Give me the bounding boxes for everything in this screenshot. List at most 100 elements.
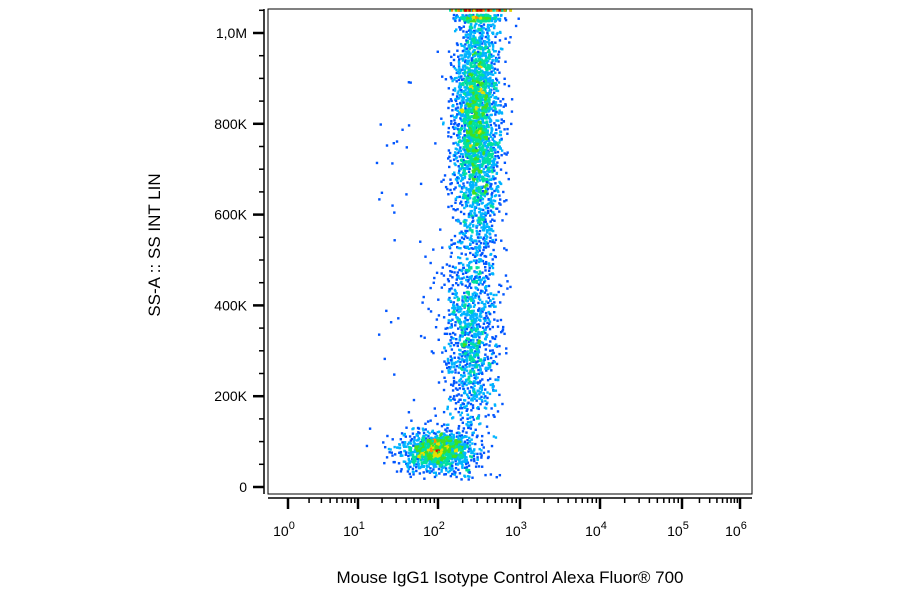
event-dot (457, 128, 460, 131)
event-dot (486, 184, 489, 187)
event-dot (485, 99, 489, 102)
event-dot (475, 319, 478, 322)
event-dot (480, 449, 483, 452)
event-dot (491, 204, 494, 208)
event-dot (403, 460, 407, 464)
event-dot (478, 89, 482, 93)
event-dot (450, 357, 454, 360)
event-dot (477, 465, 481, 468)
event-dot (462, 367, 466, 370)
event-dot (455, 292, 458, 295)
event-dot (474, 29, 477, 32)
event-dot (479, 84, 483, 87)
event-dot (475, 187, 478, 190)
event-dot (470, 267, 473, 270)
event-dot (472, 382, 475, 385)
event-dot (467, 55, 471, 58)
event-dot (482, 73, 485, 77)
event-dot (468, 298, 471, 301)
event-dot (452, 58, 456, 62)
event-dot (477, 203, 481, 206)
event-dot (472, 38, 476, 41)
event-dot (477, 66, 480, 69)
event-dot (485, 212, 488, 215)
event-dot (474, 123, 478, 127)
event-dot (462, 36, 465, 39)
event-dot (476, 64, 479, 68)
event-dot (468, 269, 471, 272)
event-dot (475, 94, 479, 97)
event-dot (450, 417, 454, 420)
event-dot (487, 38, 491, 42)
event-dot (488, 88, 492, 92)
event-dot (458, 268, 461, 272)
event-dot (483, 85, 486, 88)
event-dot (472, 190, 475, 193)
event-dot (494, 95, 498, 99)
event-dot (481, 86, 485, 89)
event-dot (479, 188, 482, 191)
event-dot (399, 438, 403, 441)
event-dot (481, 30, 484, 33)
event-dot (478, 392, 481, 396)
event-dot (468, 137, 471, 140)
event-dot (479, 108, 482, 111)
event-dot (449, 98, 453, 101)
event-dot (465, 20, 469, 23)
event-dot (462, 147, 465, 151)
event-dot (488, 327, 492, 331)
event-dot (478, 345, 481, 349)
event-dot (471, 92, 474, 95)
event-dot (466, 345, 470, 349)
event-dot (471, 297, 475, 300)
event-dot (465, 30, 468, 34)
event-dot (489, 204, 492, 207)
event-dot (472, 69, 476, 73)
event-dot (469, 164, 472, 167)
event-dot (469, 30, 472, 34)
event-dot (483, 194, 486, 198)
event-dot (436, 454, 440, 457)
event-dot (441, 370, 444, 373)
event-dot (470, 398, 473, 402)
event-dot (480, 465, 484, 468)
event-dot (476, 288, 480, 291)
event-dot (475, 224, 479, 228)
event-dot (492, 304, 495, 307)
event-dot (471, 76, 475, 79)
event-dot (444, 447, 447, 450)
event-dot (404, 453, 408, 456)
event-dot (484, 158, 487, 161)
event-dot (466, 134, 469, 137)
event-dot (454, 460, 457, 463)
event-dot (501, 402, 504, 406)
event-dot (489, 157, 492, 161)
event-dot (480, 456, 483, 459)
event-dot (466, 236, 469, 240)
event-dot (457, 371, 460, 375)
event-dot (489, 18, 492, 22)
event-dot (456, 276, 460, 279)
event-dot (484, 14, 488, 17)
event-dot (488, 133, 492, 137)
event-dot (482, 236, 486, 239)
event-dot (464, 318, 467, 322)
event-dot (438, 463, 441, 466)
event-dot (485, 139, 488, 143)
event-dot (473, 133, 477, 137)
event-dot (460, 269, 463, 273)
event-dot (457, 131, 461, 134)
event-dot (467, 15, 471, 18)
event-dot (472, 396, 475, 399)
event-dot (469, 180, 473, 184)
event-dot (463, 358, 466, 362)
event-dot (487, 158, 490, 161)
event-dot (484, 65, 487, 68)
event-dot (467, 468, 471, 472)
event-dot (455, 435, 459, 438)
event-dot (447, 298, 450, 301)
event-dot (471, 386, 475, 390)
event-dot (467, 155, 471, 158)
event-dot (432, 465, 436, 469)
event-dot (469, 423, 473, 427)
